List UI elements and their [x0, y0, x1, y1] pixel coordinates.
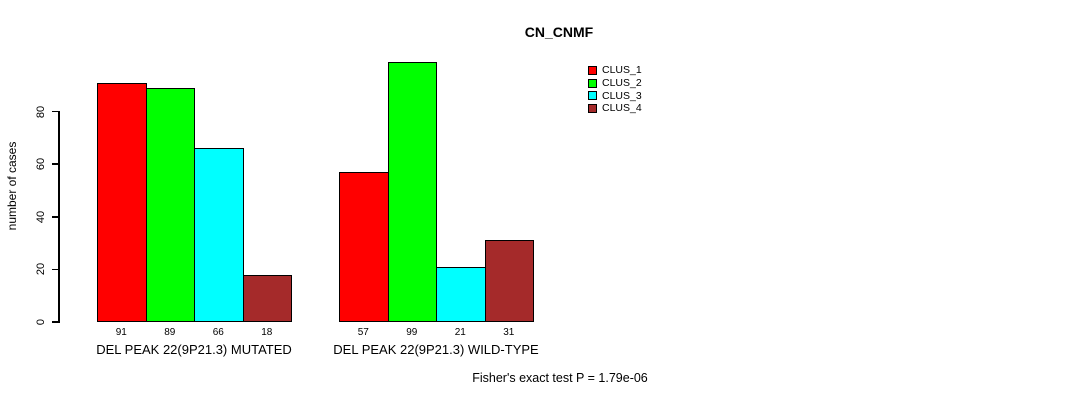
y-axis-tick-label: 0: [35, 318, 47, 326]
legend-item-clus_4: CLUS_4: [588, 102, 642, 115]
bar-value-label: 91: [115, 327, 127, 338]
bar-clus_4: [242, 274, 292, 322]
y-axis-tick: [52, 321, 58, 323]
bar-clus_4: [484, 240, 534, 322]
y-axis-tick-label: 80: [35, 105, 47, 118]
legend-swatch-icon: [588, 103, 597, 113]
legend: CLUS_1 CLUS_2 CLUS_3 CLUS_4: [588, 64, 642, 115]
bar-clus_3: [436, 266, 486, 322]
y-axis-title: number of cases: [5, 141, 19, 231]
y-axis-tick: [52, 110, 58, 113]
bar-clus_1: [97, 82, 147, 322]
bar-value-label: 31: [503, 327, 515, 338]
chart-title: CN_CNMF: [524, 24, 594, 40]
bar-clus_1: [339, 172, 389, 322]
legend-swatch-icon: [588, 65, 597, 75]
legend-item-clus_3: CLUS_3: [588, 89, 642, 102]
bar-clus_2: [387, 61, 437, 322]
legend-swatch-icon: [588, 78, 597, 88]
y-axis-tick: [52, 268, 58, 271]
bar-clus_2: [145, 87, 195, 322]
legend-item-clus_2: CLUS_2: [588, 77, 642, 90]
x-axis-group-label: DEL PEAK 22(9P21.3) WILD-TYPE: [333, 342, 539, 357]
legend-label: CLUS_2: [602, 77, 642, 90]
y-axis-tick-label: 40: [35, 210, 47, 223]
legend-label: CLUS_3: [602, 89, 642, 102]
legend-item-clus_1: CLUS_1: [588, 64, 642, 77]
fisher-test-annotation: Fisher's exact test P = 1.79e-06: [472, 371, 648, 385]
y-axis-tick-label: 60: [35, 158, 47, 171]
bar-value-label: 21: [454, 327, 466, 338]
bar-clus_3: [194, 148, 244, 322]
y-axis-tick-label: 20: [35, 263, 47, 276]
legend-swatch-icon: [588, 91, 597, 101]
bar-value-label: 89: [164, 327, 176, 338]
legend-label: CLUS_4: [602, 102, 642, 115]
bar-value-label: 66: [212, 327, 224, 338]
y-axis-line: [58, 110, 60, 323]
y-axis-tick: [52, 216, 58, 218]
bar-value-label: 18: [261, 327, 273, 338]
legend-label: CLUS_1: [602, 64, 642, 77]
bar-value-label: 99: [406, 327, 418, 338]
x-axis-group-label: DEL PEAK 22(9P21.3) MUTATED: [96, 342, 292, 357]
y-axis-tick: [52, 163, 58, 165]
bar-value-label: 57: [357, 327, 369, 338]
